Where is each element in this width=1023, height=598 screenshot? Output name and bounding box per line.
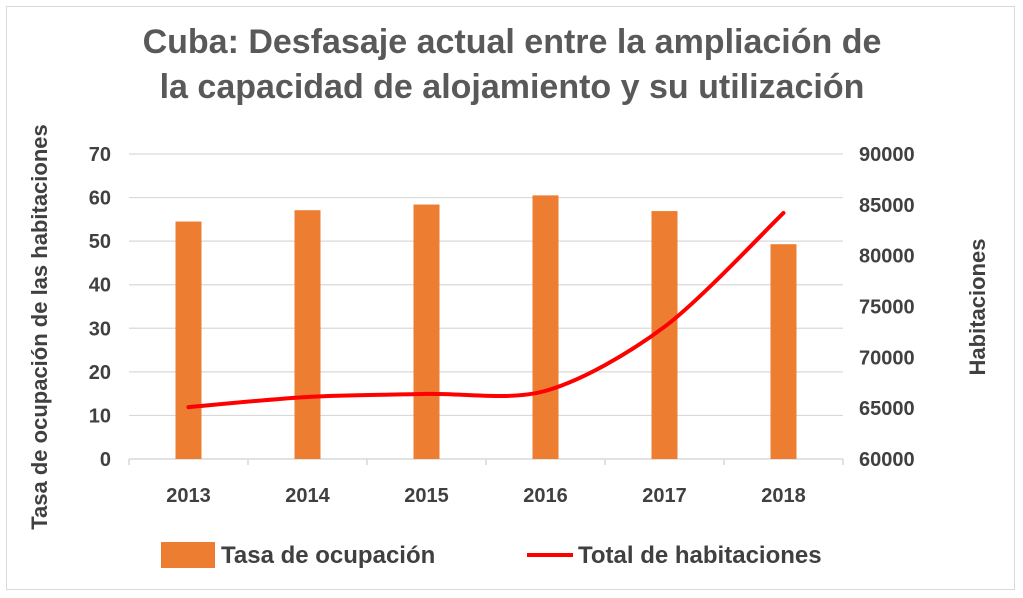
chart-title-line-2: la capacidad de alojamiento y su utiliza… <box>160 68 865 106</box>
legend-label-total-de-habitaciones: Total de habitaciones <box>578 542 822 569</box>
x-tick-label: 2018 <box>761 485 806 507</box>
bar-series-tasa-de-ocupacion <box>175 195 797 459</box>
combo-chart: Cuba: Desfasaje actual entre la ampliaci… <box>27 23 990 569</box>
left-tick-label: 10 <box>89 405 111 427</box>
left-axis-ticks: 0 10 20 30 40 50 60 70 <box>89 144 111 471</box>
legend: Tasa de ocupación Total de habitaciones <box>161 542 822 569</box>
legend-swatch-tasa-de-ocupacion <box>161 542 215 568</box>
left-tick-label: 30 <box>89 318 111 340</box>
right-tick-label: 65000 <box>859 398 915 420</box>
left-axis-label: Tasa de ocupación de las habitaciones <box>27 124 52 530</box>
right-tick-label: 70000 <box>859 347 915 369</box>
right-tick-label: 60000 <box>859 449 915 471</box>
left-tick-label: 70 <box>89 144 111 166</box>
line-series-total-de-habitaciones <box>186 210 786 410</box>
legend-label-tasa-de-ocupacion: Tasa de ocupación <box>221 542 435 569</box>
line-path <box>186 210 786 410</box>
x-tick-label: 2013 <box>166 485 211 507</box>
x-tick-label: 2017 <box>642 485 687 507</box>
right-tick-label: 75000 <box>859 297 915 319</box>
x-axis-ticks: 2013 2014 2015 2016 2017 2018 <box>166 485 806 507</box>
right-axis-ticks: 60000 65000 70000 75000 80000 85000 90000 <box>859 144 915 471</box>
right-tick-label: 90000 <box>859 144 915 166</box>
bar-2014 <box>294 210 321 459</box>
bar-2013 <box>175 221 202 459</box>
right-axis-label: Habitaciones <box>965 239 990 376</box>
left-tick-label: 40 <box>89 275 111 297</box>
left-tick-label: 0 <box>100 449 111 471</box>
right-tick-label: 80000 <box>859 246 915 268</box>
x-tick-label: 2014 <box>285 485 330 507</box>
x-tick-label: 2015 <box>404 485 449 507</box>
bar-2016 <box>532 195 559 459</box>
chart-frame: Cuba: Desfasaje actual entre la ampliaci… <box>6 6 1015 590</box>
left-tick-label: 60 <box>89 188 111 210</box>
left-tick-label: 50 <box>89 231 111 253</box>
gridlines <box>128 153 844 465</box>
bar-2018 <box>770 244 797 459</box>
right-tick-label: 85000 <box>859 195 915 217</box>
chart-title-line-1: Cuba: Desfasaje actual entre la ampliaci… <box>143 23 882 61</box>
x-tick-label: 2016 <box>523 485 568 507</box>
left-tick-label: 20 <box>89 362 111 384</box>
bar-2015 <box>413 204 440 459</box>
